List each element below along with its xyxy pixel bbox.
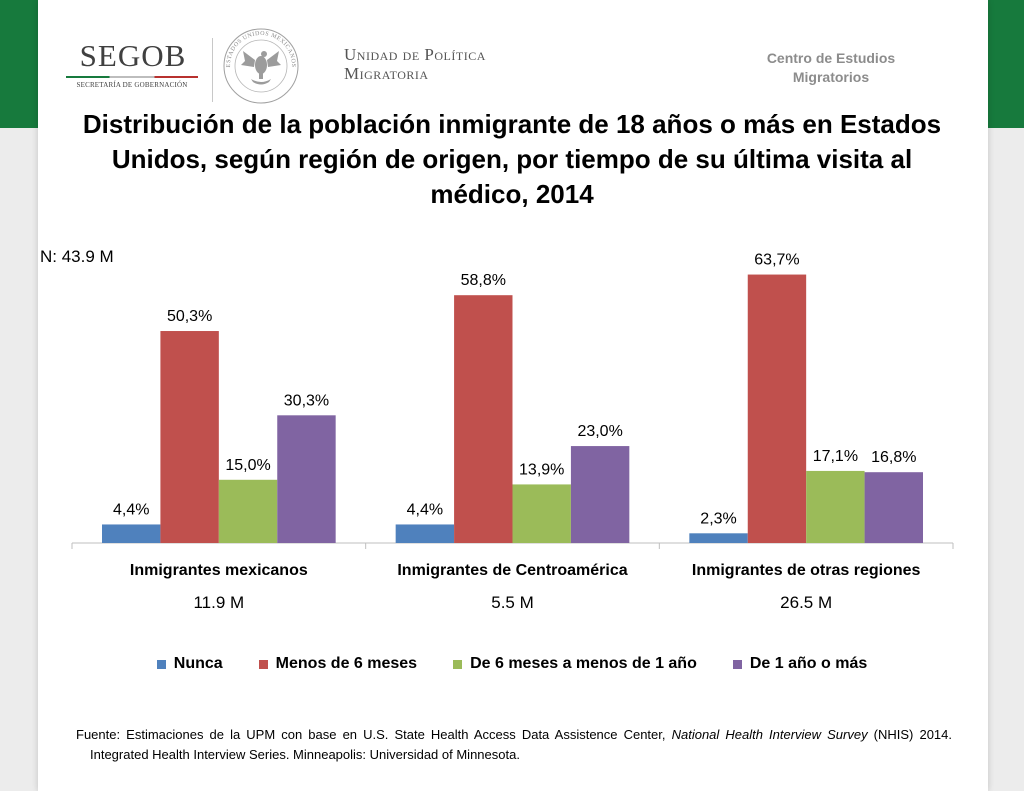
data-label: 58,8% bbox=[461, 272, 506, 289]
category-label: Inmigrantes mexicanos bbox=[130, 562, 308, 579]
source-suffix: (NHIS) 2014. Integrated Health Interview… bbox=[90, 727, 953, 762]
bar-de-6-meses-a-menos-de-1-ano-inmigrantes-mexicanos bbox=[218, 479, 278, 543]
legend-item-de-6-meses-a-menos-de-1-ano: De 6 meses a menos de 1 año bbox=[453, 654, 697, 674]
legend-swatch bbox=[453, 659, 463, 669]
data-label: 4,4% bbox=[113, 501, 149, 518]
legend-label: De 1 año o más bbox=[749, 655, 868, 672]
unit-line-2: Migratoria bbox=[344, 64, 429, 83]
bar-menos-de-6-meses-inmigrantes-mexicanos bbox=[160, 331, 219, 543]
bar-nunca-inmigrantes-de-centroamerica bbox=[395, 524, 455, 543]
category-label: Inmigrantes de Centroamérica bbox=[397, 562, 627, 579]
category-total: 5.5 M bbox=[491, 593, 534, 612]
header-divider bbox=[212, 38, 213, 102]
bar-chart: 4,4% 4,4% 2,3% 50,3% 58,8% 63,7% 15,0% 13,9% 17,… bbox=[71, 252, 954, 612]
chart-legend: Nunca Menos de 6 meses De 6 meses a meno… bbox=[0, 654, 1024, 674]
bar-menos-de-6-meses-inmigrantes-de-otras-regiones bbox=[747, 274, 807, 543]
center-line-2: Migratorios bbox=[792, 69, 870, 85]
bar-menos-de-6-meses-inmigrantes-de-centroamerica bbox=[454, 295, 513, 543]
data-label: 17,1% bbox=[813, 448, 858, 465]
legend-swatch bbox=[156, 659, 166, 669]
bar-nunca-inmigrantes-mexicanos bbox=[102, 524, 161, 543]
data-label: 30,3% bbox=[284, 392, 329, 409]
unit-line-1: Unidad de Política bbox=[344, 45, 486, 64]
green-band-right bbox=[988, 0, 1024, 128]
data-label: 16,8% bbox=[871, 449, 916, 466]
bar-de-6-meses-a-menos-de-1-ano-inmigrantes-de-otras-regiones bbox=[806, 470, 865, 543]
data-label: 4,4% bbox=[407, 501, 443, 518]
legend-swatch bbox=[732, 659, 742, 669]
category-total: 11.9 M bbox=[193, 593, 244, 612]
legend-item-menos-de-6-meses: Menos de 6 meses bbox=[258, 654, 418, 674]
segob-logo-subtext: SECRETARÍA DE GOBERNACIÓN bbox=[76, 81, 188, 89]
legend-item-nunca: Nunca bbox=[156, 654, 223, 674]
sample-size-note: N: 43.9 M bbox=[40, 247, 114, 266]
data-label: 23,0% bbox=[577, 423, 622, 440]
data-label: 13,9% bbox=[519, 461, 564, 478]
bar-de-1-ano-o-mas-inmigrantes-mexicanos bbox=[277, 415, 336, 543]
bar-nunca-inmigrantes-de-otras-regiones bbox=[689, 533, 748, 543]
legend-label: Nunca bbox=[173, 655, 223, 672]
chart-title: Distribución de la población inmigrante … bbox=[82, 109, 942, 209]
green-band-left bbox=[0, 0, 38, 128]
bar-de-1-ano-o-mas-inmigrantes-de-centroamerica bbox=[570, 446, 630, 543]
data-label: 50,3% bbox=[167, 308, 212, 325]
center-line-1: Centro de Estudios bbox=[766, 50, 896, 66]
source-note: Fuente: Estimaciones de la UPM con base … bbox=[76, 725, 952, 765]
legend-label: Menos de 6 meses bbox=[275, 655, 418, 672]
segob-logo-rule bbox=[66, 76, 198, 78]
bar-de-1-ano-o-mas-inmigrantes-de-otras-regiones bbox=[864, 472, 923, 543]
centro-estudios-label: Centro de Estudios Migratorios bbox=[740, 49, 922, 87]
bar-de-6-meses-a-menos-de-1-ano-inmigrantes-de-centroamerica bbox=[512, 484, 571, 543]
data-label: 15,0% bbox=[225, 457, 270, 474]
category-total: 26.5 M bbox=[780, 593, 832, 612]
coat-of-arms-seal-icon: ESTADOS UNIDOS MEXICANOS bbox=[223, 28, 299, 104]
data-label: 2,3% bbox=[700, 510, 736, 527]
segob-logo-text: SEGOB bbox=[79, 38, 187, 73]
data-label: 63,7% bbox=[754, 252, 799, 269]
legend-swatch bbox=[258, 659, 268, 669]
category-label: Inmigrantes de otras regiones bbox=[692, 562, 921, 579]
unidad-politica-migratoria-label: Unidad de Política Migratoria bbox=[344, 45, 486, 83]
source-prefix: Fuente: Estimaciones de la UPM con base … bbox=[76, 727, 672, 742]
legend-label: De 6 meses a menos de 1 año bbox=[470, 655, 697, 672]
source-survey-name: National Health Interview Survey bbox=[671, 727, 868, 742]
legend-item-de-1-ano-o-mas: De 1 año o más bbox=[732, 654, 868, 674]
